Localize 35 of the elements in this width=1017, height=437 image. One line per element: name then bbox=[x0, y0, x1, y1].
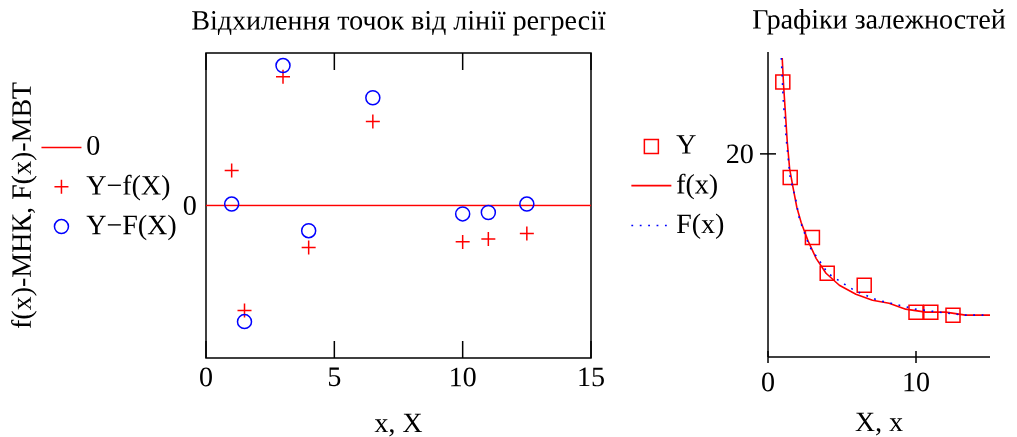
point bbox=[856, 277, 872, 293]
x-tick-label: 0 bbox=[200, 367, 212, 387]
point bbox=[945, 307, 961, 323]
x-tick-label: 0 bbox=[762, 372, 774, 392]
x-axis-title: X, x bbox=[855, 412, 903, 436]
x-tick-label: 5 bbox=[328, 367, 341, 387]
x-axis-title: x, X bbox=[374, 413, 423, 437]
annotation: 0 bbox=[183, 196, 196, 215]
x-tick-label: 10 bbox=[451, 367, 476, 387]
point bbox=[908, 304, 924, 320]
legend-label: f(x) bbox=[677, 173, 717, 200]
point bbox=[236, 313, 253, 330]
legend-label: Y−f(X) bbox=[86, 174, 170, 201]
point bbox=[223, 196, 240, 212]
point bbox=[782, 169, 798, 186]
legend-label: F(x) bbox=[676, 213, 724, 239]
point bbox=[480, 204, 497, 221]
y-axis-title: f(x)-МНК, F(x)-МВТ bbox=[11, 82, 37, 329]
point bbox=[775, 74, 791, 90]
point bbox=[275, 57, 291, 74]
point bbox=[365, 90, 381, 106]
point bbox=[519, 196, 535, 212]
text: 20 bbox=[727, 144, 753, 164]
legend-label: Y−F(X) bbox=[86, 214, 176, 241]
point bbox=[819, 265, 835, 282]
x-tick-label: 15 bbox=[579, 367, 604, 387]
chart-title: Графіки залежностей bbox=[753, 9, 1006, 35]
x-tick-label: 10 bbox=[904, 372, 929, 392]
legend-label: 0 bbox=[87, 136, 100, 155]
chart-title: Відхилення точок від лінії регресії bbox=[192, 10, 606, 36]
point bbox=[454, 206, 471, 222]
point bbox=[300, 222, 317, 239]
point bbox=[804, 229, 821, 246]
point bbox=[923, 304, 939, 320]
legend-label: Y bbox=[676, 135, 696, 154]
